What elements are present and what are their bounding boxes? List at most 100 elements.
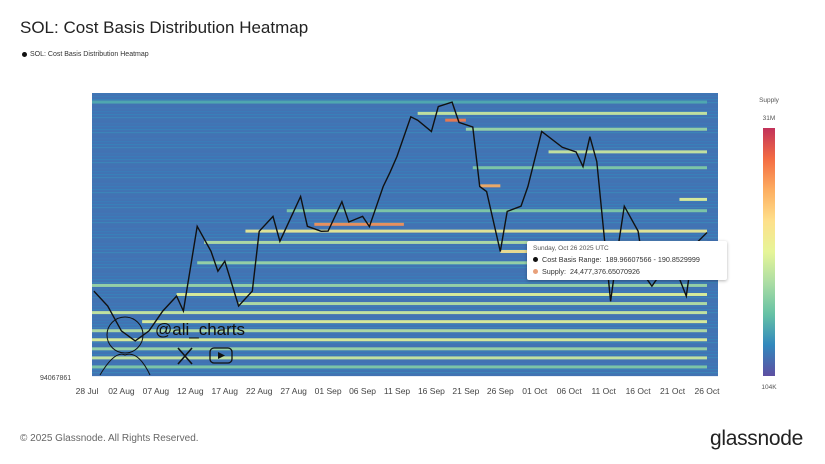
colorbar-title: Supply	[759, 97, 780, 104]
heatmap-stripe	[92, 354, 718, 356]
heatmap-stripe	[92, 279, 718, 281]
heatmap-stripe	[92, 126, 718, 128]
x-tick-label: 06 Oct	[557, 386, 583, 396]
heatmap-stripe	[92, 138, 718, 140]
heatmap-stripe	[92, 246, 718, 248]
heatmap-stripe	[92, 183, 718, 185]
supply-dot	[533, 269, 538, 274]
heatmap-band	[417, 111, 707, 115]
heatmap-stripe	[92, 345, 718, 347]
heatmap-stripe	[92, 93, 718, 95]
heatmap-stripe	[92, 204, 718, 206]
heatmap-stripe	[92, 276, 718, 278]
heatmap-stripe	[92, 141, 718, 143]
heatmap-band	[92, 283, 707, 287]
heatmap-stripe	[92, 237, 718, 239]
tooltip: Sunday, Oct 26 2025 UTC Cost Basis Range…	[527, 241, 727, 280]
supply-label: Supply:	[542, 267, 566, 276]
x-tick-label: 16 Oct	[626, 386, 652, 396]
colorbar-max-label: 31M	[763, 115, 776, 122]
heatmap-stripe	[92, 123, 718, 125]
heatmap-band	[92, 311, 707, 315]
price-line	[93, 101, 708, 342]
heatmap-stripe	[92, 315, 718, 317]
heatmap-stripe	[92, 225, 718, 227]
heatmap-stripe	[92, 129, 718, 131]
colorbar	[763, 128, 775, 376]
heatmap-stripe	[92, 108, 718, 110]
heatmap-stripe	[92, 171, 718, 173]
heatmap-band	[197, 261, 707, 265]
heatmap-stripe	[92, 192, 718, 194]
legend-item[interactable]: SOL: Cost Basis Distribution Heatmap	[22, 51, 149, 58]
supply-value: 24,477,376.65070926	[569, 267, 640, 276]
x-tick-label: 11 Oct	[591, 386, 616, 396]
heatmap-stripe	[92, 150, 718, 152]
heatmap-stripe	[92, 147, 718, 149]
heatmap-stripe	[92, 105, 718, 107]
heatmap-stripe	[92, 318, 718, 320]
heatmap-stripe	[92, 159, 718, 161]
heatmap-stripe	[92, 300, 718, 302]
heatmap-stripe	[92, 288, 718, 290]
heatmap-stripe	[92, 369, 718, 371]
heatmap-stripe	[92, 258, 718, 260]
x-tick-label: 16 Sep	[418, 386, 445, 396]
x-tick-label: 06 Sep	[349, 386, 376, 396]
heatmap-band	[142, 320, 708, 324]
y-axis-label: 94067861	[40, 375, 71, 382]
heatmap-stripe	[92, 360, 718, 362]
x-tick-label: 12 Aug	[177, 386, 204, 396]
x-tick-label: 26 Sep	[487, 386, 514, 396]
legend-dot	[22, 52, 27, 57]
heatmap-stripe	[92, 267, 718, 269]
heatmap-stripe	[92, 168, 718, 170]
heatmap-stripe	[92, 201, 718, 203]
x-tick-label: 26 Oct	[694, 386, 720, 396]
heatmap-stripe	[92, 324, 718, 326]
heatmap-stripe	[92, 120, 718, 122]
heatmap-stripe	[92, 207, 718, 209]
heatmap-stripe	[92, 174, 718, 176]
range-dot	[533, 257, 538, 262]
avatar-shoulders	[99, 353, 151, 376]
chart-title: SOL: Cost Basis Distribution Heatmap	[20, 18, 309, 37]
heatmap-stripe	[92, 264, 718, 266]
heatmap-stripe	[92, 363, 718, 365]
heatmap-stripe	[92, 114, 718, 116]
heatmap-stripe	[92, 282, 718, 284]
heatmap-stripe	[92, 333, 718, 335]
heatmap-stripe	[92, 165, 718, 167]
heatmap-stripe	[92, 117, 718, 119]
heatmap-stripe	[92, 255, 718, 257]
heatmap-band	[92, 356, 707, 360]
heatmap-stripe	[92, 111, 718, 113]
avatar-sketch	[106, 316, 144, 354]
heatmap-band	[479, 184, 501, 188]
heatmap-stripe	[92, 249, 718, 251]
x-tick-label: 22 Aug	[246, 386, 273, 396]
heatmap-stripe	[92, 309, 718, 311]
heatmap-band	[245, 229, 707, 233]
heatmap-stripe	[92, 273, 718, 275]
heatmap-stripe	[92, 375, 718, 377]
heatmap-stripe	[92, 144, 718, 146]
heatmap-stripe	[92, 297, 718, 299]
x-logo-icon	[177, 347, 193, 365]
heatmap-band	[445, 118, 466, 122]
range-value: 189.96607566 - 190.8529999	[605, 255, 700, 264]
heatmap-stripe	[92, 153, 718, 155]
heatmap-stripe	[92, 372, 718, 374]
heatmap-band	[92, 365, 707, 369]
heatmap-stripe	[92, 96, 718, 98]
colorbar-min-label: 104K	[761, 384, 777, 391]
copyright: © 2025 Glassnode. All Rights Reserved.	[20, 433, 199, 444]
heatmap-stripe	[92, 198, 718, 200]
heatmap-band	[204, 240, 707, 244]
heatmap-band	[92, 329, 707, 333]
x-tick-label: 21 Sep	[452, 386, 479, 396]
watermark-handle: @ali_charts	[155, 320, 246, 339]
heatmap-stripe	[92, 291, 718, 293]
heatmap-band	[92, 100, 707, 104]
